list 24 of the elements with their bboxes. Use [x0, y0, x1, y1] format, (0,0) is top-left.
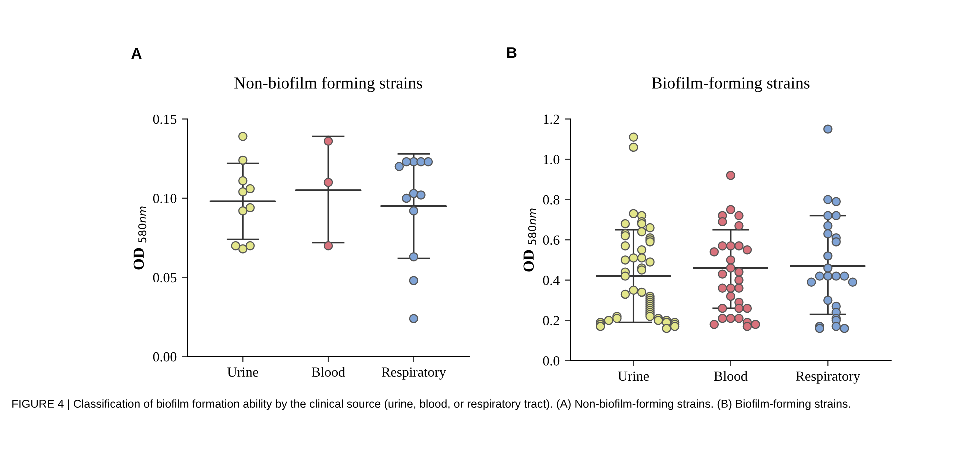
y-tick-label: 0.00 — [153, 352, 177, 362]
y-tick-label: 0.05 — [153, 273, 177, 283]
y-tick-label: 0.8 — [543, 195, 560, 205]
text: B — [507, 48, 517, 58]
y-tick-label: 0.10 — [153, 194, 177, 204]
y-tick-label: 0.15 — [153, 114, 177, 124]
x-tick-label: Respiratory — [382, 368, 446, 380]
chart-title: Biofilm-forming strains — [652, 76, 810, 92]
x-tick-label: Respiratory — [796, 372, 860, 384]
text: A — [132, 48, 142, 60]
y-axis-title: OD $_{580nm}$ — [524, 208, 537, 272]
x-tick-label: Urine — [228, 368, 258, 378]
y-tick-label: 0.0 — [543, 356, 560, 366]
y-tick-label: 0.6 — [543, 236, 560, 246]
x-tick-label: Blood — [312, 367, 346, 378]
caption: FIGURE 4 | Classification of biofilm formation ability by the clinical source (urine, blood, or respiratory tract). (A) Non-biofilm-forming strains. (B) Biofilm-forming strains. — [12, 400, 850, 410]
y-tick-label: 1.0 — [544, 155, 560, 165]
x-tick-label: Blood — [714, 371, 748, 382]
y-tick-label: 0.2 — [543, 316, 560, 326]
y-tick-label: 0.4 — [543, 276, 560, 286]
y-axis-title: OD $_{580nm}$ — [134, 206, 147, 270]
chart-title: Non-biofilm forming strains — [234, 76, 422, 92]
y-tick-label: 1.2 — [544, 114, 560, 124]
x-tick-label: Urine — [618, 372, 650, 382]
